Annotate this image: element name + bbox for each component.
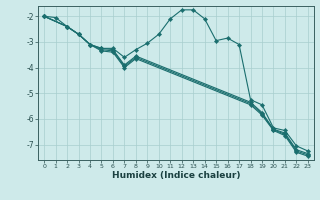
X-axis label: Humidex (Indice chaleur): Humidex (Indice chaleur) [112,171,240,180]
